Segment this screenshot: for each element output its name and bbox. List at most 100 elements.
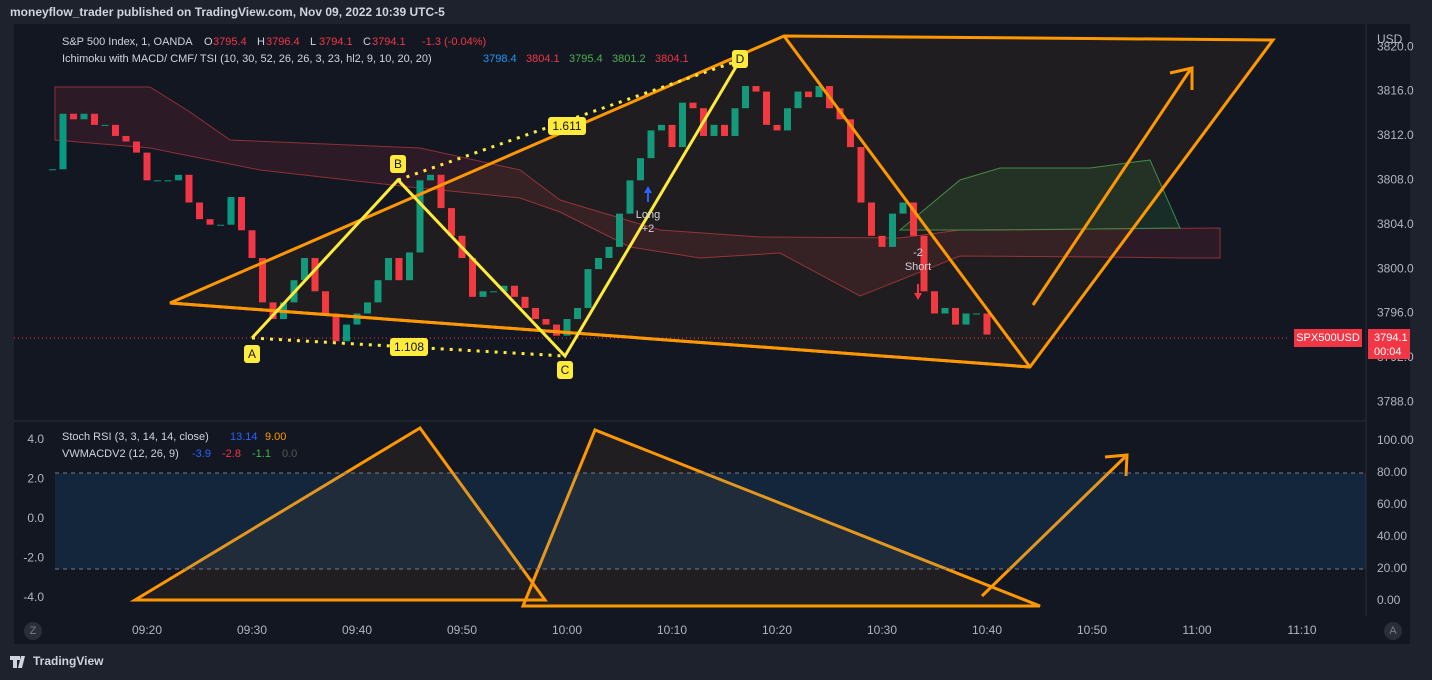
ratio-badge (390, 338, 428, 356)
ichimoku-value: 3798.4 (483, 53, 517, 65)
candle (406, 252, 413, 281)
candle (112, 124, 119, 136)
candle (542, 319, 550, 325)
candle (553, 324, 560, 336)
point-badge (244, 345, 260, 363)
triangle (129, 426, 548, 602)
y-tick-label: -2.0 (23, 551, 44, 565)
x-tick-label: 10:30 (867, 623, 897, 637)
candle (847, 119, 854, 148)
candle (469, 258, 476, 297)
zoom-label: Z (30, 625, 37, 637)
publish-header: moneyflow_trader published on TradingVie… (10, 5, 445, 19)
candle (490, 291, 497, 293)
candle (227, 196, 235, 225)
candle (857, 147, 865, 203)
ohlc: O 3795.4 H 3796.4 L 3794.1 C 3794.1 -1.3 (-0.04%… (204, 36, 486, 48)
candle (322, 291, 329, 314)
candle (59, 113, 67, 170)
x-tick-label: 09:30 (237, 623, 267, 637)
y-tick-label: -4.0 (23, 590, 44, 604)
candle (301, 258, 308, 281)
candle (238, 196, 245, 231)
candle (364, 302, 371, 314)
ratio-label: 1.611 (552, 119, 581, 133)
symbol-tag-label: SPX500USD (1296, 332, 1360, 344)
candle (80, 113, 88, 120)
ichimoku-value: 3801.2 (612, 53, 646, 65)
candle (563, 319, 571, 336)
candle (763, 91, 770, 125)
ichimoku-value: 3795.4 (569, 53, 603, 65)
x-tick-label: 09:40 (342, 623, 372, 637)
ohlc-key: H (257, 36, 265, 48)
candle (773, 124, 781, 131)
candle (416, 180, 424, 253)
point-badge (390, 155, 406, 173)
symbol-tag (1294, 329, 1362, 347)
candle (574, 307, 581, 320)
ohlc-value: 3795.4 (213, 36, 247, 48)
candle (70, 113, 77, 120)
candle (941, 307, 949, 314)
candle (910, 202, 917, 236)
point-label: B (394, 157, 402, 171)
candle (175, 174, 182, 181)
candle (721, 124, 728, 136)
candle (248, 230, 256, 259)
candle (185, 174, 193, 203)
point-label: D (736, 52, 745, 66)
auto-button[interactable] (1384, 622, 1402, 640)
y-tick-label: 3808.0 (1377, 173, 1414, 187)
annotations: A B C D 1.611 1.108 Long +2 -2 Short (244, 50, 931, 379)
x-tick-label: 09:20 (132, 623, 162, 637)
axes: 3788.03792.03796.03800.03804.03808.03812… (23, 39, 1414, 637)
candle (532, 307, 539, 320)
candle (689, 102, 697, 109)
change: -1.3 (-0.04%) (422, 36, 486, 48)
candle (437, 174, 445, 209)
long-arrow (644, 186, 652, 202)
candle (584, 269, 592, 308)
y-tick-label: 3820.0 (1377, 39, 1414, 53)
candle (343, 324, 350, 342)
vwmacd-value: -3.9 (192, 448, 211, 460)
candle (374, 280, 382, 303)
point-label: A (248, 347, 256, 361)
point-label: C (561, 363, 570, 377)
arrow-head (1169, 66, 1194, 90)
vwmacd-value: 0.0 (282, 448, 297, 460)
candle (815, 86, 823, 98)
ichimoku-cloud (54, 86, 1221, 297)
x-tick-label: 09:50 (447, 623, 477, 637)
triangle (520, 428, 1041, 608)
candle (920, 235, 928, 292)
candle (868, 202, 875, 236)
y-tick-label: 3800.0 (1377, 261, 1414, 275)
y-tick-label: 2.0 (27, 472, 44, 486)
candles (49, 86, 991, 342)
symbol: S&P 500 Index, 1, OANDA (62, 36, 193, 48)
long-label: Long (636, 209, 660, 221)
candle (511, 285, 518, 297)
candle (679, 102, 686, 148)
candle (595, 258, 602, 270)
ichimoku-value: 3804.1 (655, 53, 689, 65)
candle (973, 313, 980, 315)
zoom-button[interactable] (24, 622, 42, 640)
x-tick-label: 10:00 (552, 623, 582, 637)
stoch-legend: Stoch RSI (3, 3, 14, 14, close) (62, 431, 209, 443)
candle (196, 202, 203, 220)
arrow (1031, 69, 1192, 306)
point-badge (557, 361, 573, 379)
ratio-label: 1.108 (394, 340, 424, 354)
logo (10, 656, 25, 668)
short-label: Short (905, 261, 931, 273)
candle (332, 313, 340, 342)
candle (637, 158, 644, 181)
candle (427, 174, 434, 181)
harmonic-ratio (251, 336, 566, 358)
ohlc-value: 3796.4 (266, 36, 300, 48)
short-arrow (914, 284, 922, 300)
y-tick-label: 60.00 (1377, 497, 1407, 511)
